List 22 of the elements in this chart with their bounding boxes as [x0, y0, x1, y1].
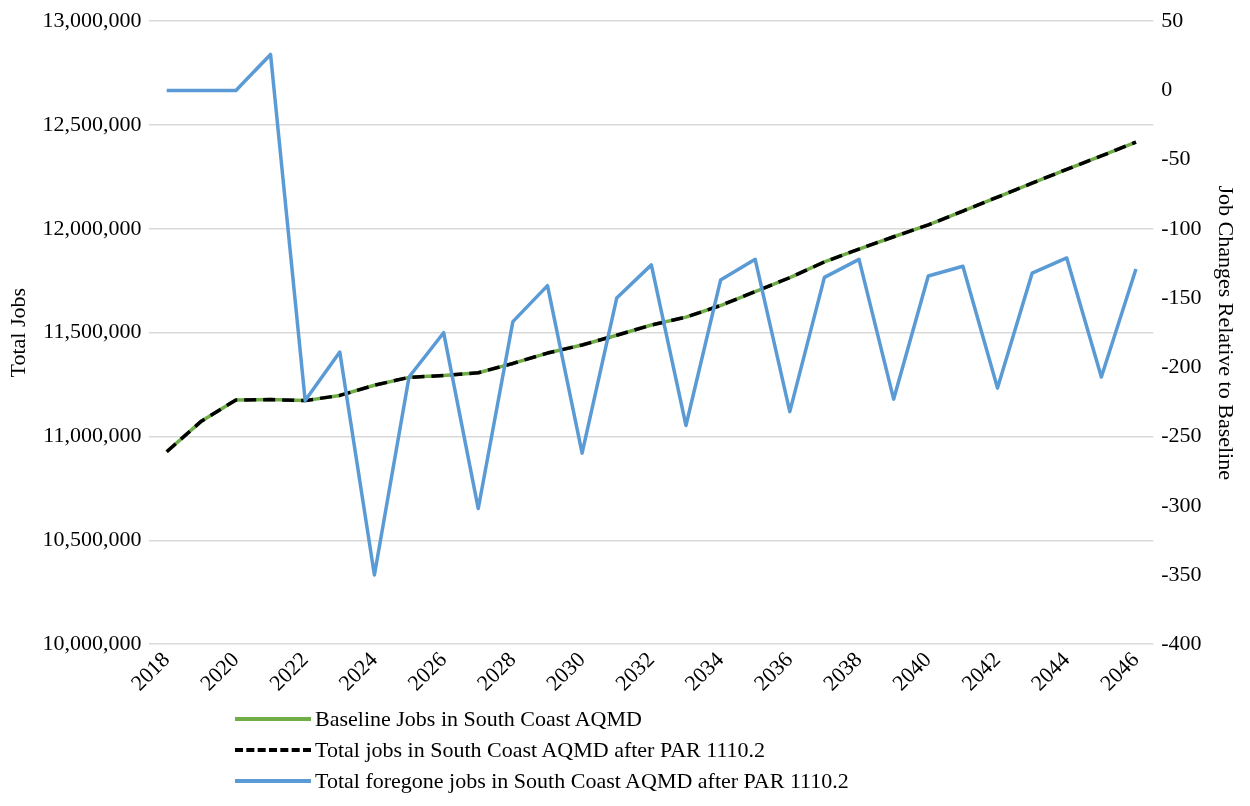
y-tick-label: 11,500,000 [43, 318, 142, 344]
y-tick-label: 12,000,000 [42, 214, 142, 240]
y2-tick-label: -250 [1161, 422, 1202, 448]
y2-tick-label: -300 [1161, 491, 1202, 517]
y2-tick-label: 50 [1161, 6, 1184, 32]
legend-label: Baseline Jobs in South Coast AQMD [315, 705, 642, 732]
y-tick-label: 13,000,000 [42, 6, 142, 32]
y-axis-title: Total Jobs [4, 287, 30, 378]
y2-tick-label: -200 [1161, 353, 1202, 379]
y2-tick-label: -50 [1161, 145, 1191, 171]
legend-label: Total jobs in South Coast AQMD after PAR 1110.2 [315, 736, 766, 763]
y-tick-label: 11,000,000 [43, 422, 142, 448]
y-tick-label: 10,000,000 [42, 630, 142, 655]
y2-tick-label: -100 [1161, 214, 1202, 240]
y2-tick-label: -150 [1161, 283, 1202, 309]
y-tick-label: 10,500,000 [42, 526, 142, 552]
y2-tick-label: -350 [1161, 560, 1202, 586]
y2-axis-title: Job Changes Relative to Baseline [1214, 185, 1240, 480]
legend-label: Total foregone jobs in South Coast AQMD after PAR 1110.2 [315, 767, 849, 794]
y-tick-label: 12,500,000 [42, 110, 142, 136]
y2-tick-label: -400 [1161, 630, 1202, 655]
y2-tick-label: 0 [1161, 76, 1173, 102]
